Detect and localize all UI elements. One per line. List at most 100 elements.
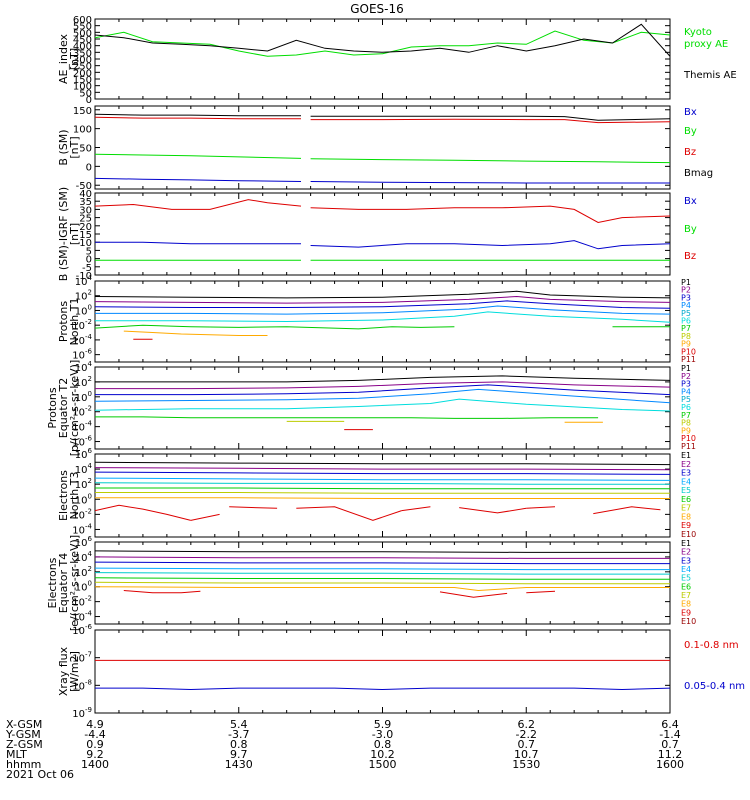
- series-line-p4: [95, 305, 670, 315]
- ephemeris-row-label: Y-GSM: [5, 728, 41, 741]
- y-tick-label: 10-6: [72, 623, 92, 637]
- ephemeris-value: 0.8: [230, 738, 248, 751]
- y-tick-label: 450: [73, 35, 92, 46]
- ephemeris-row-label: X-GSM: [6, 718, 42, 731]
- series-line-bx: [95, 177, 302, 182]
- series-line-0-05-0-4-nm: [95, 687, 670, 691]
- legend-entry: 0.1-0.8 nm: [684, 640, 739, 651]
- series-line-e6: [95, 577, 670, 580]
- y-tick-label: 550: [73, 22, 92, 33]
- legend-entry: E3: [681, 556, 691, 565]
- series-line-e8: [95, 586, 670, 592]
- ephemeris-row-label: MLT: [6, 748, 27, 761]
- series-line-p6: [95, 398, 670, 412]
- y-axis-label: [e/(cm²-s-sr-keV)]: [68, 535, 81, 631]
- legend-entry: E8: [681, 512, 691, 521]
- series-line-p3: [95, 300, 670, 309]
- series-line-bmag: [95, 113, 301, 117]
- legend-entry: P4: [681, 301, 691, 310]
- series-line-e9c: [526, 590, 556, 594]
- series-line-bz: [95, 116, 301, 120]
- series-line-p2: [95, 381, 670, 390]
- ephemeris-value: 1500: [369, 758, 397, 771]
- y-axis-label: North T1: [68, 298, 81, 346]
- y-tick-label: 100: [73, 125, 92, 136]
- legend-entry: P1: [681, 278, 691, 287]
- legend-entry: Bmag: [684, 168, 713, 179]
- y-tick-label: -50: [76, 181, 92, 192]
- legend-entry: Bz: [684, 251, 696, 262]
- legend-entry: By: [684, 126, 697, 137]
- panel-frame: [94, 629, 671, 714]
- ephemeris-value: 11.2: [658, 748, 683, 761]
- series-line-p1: [95, 375, 670, 383]
- y-axis-label: Electrons: [57, 470, 70, 521]
- series-line-p9: [123, 330, 268, 336]
- y-tick-label: 400: [73, 42, 92, 53]
- y-axis-label: B (SM)-IGRF (SM): [57, 187, 70, 281]
- series-line-by: [310, 158, 670, 164]
- legend-entry: proxy AE: [684, 39, 728, 50]
- y-tick-label: 25: [79, 214, 92, 225]
- legend-entry: E4: [681, 565, 691, 574]
- legend-entry: P9: [681, 340, 691, 349]
- series-line-p6: [95, 311, 670, 323]
- series-line-p1: [95, 290, 670, 299]
- legend-entry: E7: [681, 504, 691, 513]
- series-line-e1: [95, 461, 670, 466]
- y-axis-label: North T3: [68, 472, 81, 520]
- series-line-themis-ae: [95, 23, 670, 57]
- legend-entry: E10: [681, 530, 696, 539]
- legend-entry: P3: [681, 293, 691, 302]
- y-tick-label: 50: [79, 144, 92, 155]
- panel-1: 050100150200250300350400450500550600AE_i…: [57, 15, 737, 106]
- ephemeris-row-label: hhmm: [6, 758, 41, 771]
- ephemeris-value: 10.2: [370, 748, 395, 761]
- legend-entry: E6: [681, 495, 691, 504]
- series-line-e6: [95, 487, 670, 490]
- series-line-e9b: [190, 513, 220, 521]
- y-tick-label: 600: [73, 15, 92, 26]
- y-axis-label: Protons: [57, 301, 70, 342]
- legend-entry: P5: [681, 395, 691, 404]
- series-line-p2: [95, 295, 670, 304]
- legend-entry: Kyoto: [684, 27, 712, 38]
- legend-entry: E3: [681, 469, 691, 478]
- series-line-e9d: [296, 506, 402, 521]
- legend-entry: Themis AE: [683, 70, 737, 81]
- series-line-e4: [95, 477, 670, 481]
- y-axis-label: Equator T2: [57, 378, 70, 438]
- y-tick-label: 20: [79, 222, 92, 233]
- series-line-e4: [95, 567, 670, 571]
- ephemeris-value: 5.9: [374, 718, 392, 731]
- series-line-e9: [95, 504, 191, 521]
- series-line-e9b: [439, 591, 508, 598]
- series-line-e9c: [229, 506, 278, 509]
- legend-entry: P10: [681, 434, 696, 443]
- series-line-p7: [95, 324, 455, 330]
- y-axis-label: B (SM): [57, 129, 70, 165]
- ephemeris-value: -4.4: [84, 728, 105, 741]
- legend-entry: P2: [681, 286, 691, 295]
- ephemeris-value: 1430: [225, 758, 253, 771]
- legend-entry: E2: [681, 460, 691, 469]
- ephemeris-value: 9.2: [86, 748, 104, 761]
- series-line-e9f: [459, 507, 527, 514]
- y-tick-label: 0: [86, 162, 92, 173]
- y-axis-label: [nT]: [68, 223, 81, 245]
- legend-entry: P4: [681, 387, 691, 396]
- series-line-bz: [95, 199, 302, 210]
- y-tick-label: 150: [73, 75, 92, 86]
- y-tick-label: 150: [73, 106, 92, 117]
- series-line-bx: [95, 241, 301, 245]
- legend-entry: E4: [681, 477, 691, 486]
- series-line-e3: [95, 561, 670, 565]
- panel-2: -50 0 50 100 150 B (SM)[nT] Bx By Bz Bmag: [57, 105, 713, 192]
- y-axis-label: Xray flux: [57, 646, 70, 696]
- series-line-e7: [95, 581, 670, 585]
